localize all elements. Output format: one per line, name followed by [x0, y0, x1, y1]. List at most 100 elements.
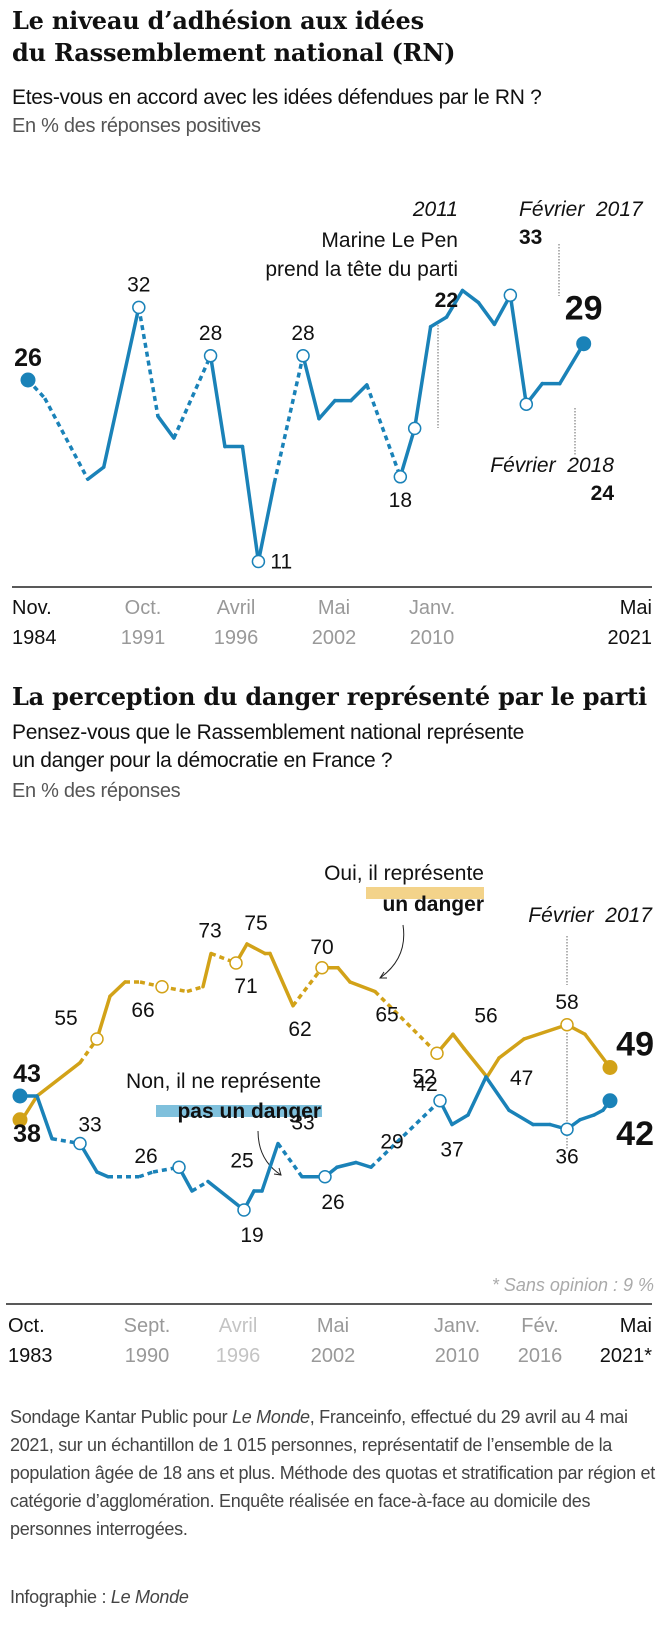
line-segment — [172, 355, 213, 439]
x-tick-month: Mai — [317, 1315, 349, 1337]
line-segment — [240, 444, 261, 564]
x-tick-year: 2010 — [435, 1345, 480, 1367]
data-point-open — [203, 349, 218, 363]
line-segment — [137, 307, 160, 417]
data-label: 28 — [199, 322, 222, 345]
x-tick-month: Mai — [620, 597, 652, 619]
x-tick-year: 2002 — [311, 1345, 356, 1367]
data-point-filled — [576, 336, 592, 352]
x-tick-year: 1996 — [214, 627, 259, 649]
line-segment — [444, 288, 465, 319]
oui-segment — [78, 1037, 99, 1064]
annot-2011-line2: prend la tête du parti — [265, 258, 458, 281]
oui-point-open — [315, 961, 329, 975]
source-note: Sondage Kantar Public pour Le Monde, Fra… — [10, 1403, 660, 1543]
x-tick-month: Fév. — [521, 1315, 558, 1337]
oui-segment — [291, 966, 324, 1007]
x-tick-month: Avril — [219, 1315, 258, 1337]
oui-segment — [95, 994, 112, 1041]
oui-segment — [485, 1056, 501, 1079]
chart2-feb2017: Février 2017 — [528, 904, 653, 927]
annot-2011-value: 22 — [435, 289, 458, 312]
data-point-filled — [20, 372, 36, 388]
annot-feb2018: Février 2018 — [490, 454, 614, 477]
data-label: 28 — [291, 322, 314, 345]
endpoint-label: 49 — [616, 1026, 654, 1064]
data-point-open — [296, 349, 310, 363]
data-label: 36 — [555, 1145, 578, 1168]
data-label: 18 — [389, 489, 412, 512]
data-label: 26 — [14, 344, 42, 372]
line-segment — [86, 465, 106, 481]
data-label: 26 — [321, 1191, 344, 1214]
credit: Infographie : Le Monde — [10, 1585, 189, 1609]
x-tick-month: Sept. — [124, 1315, 171, 1337]
data-point-open — [519, 397, 534, 411]
source-part1: Sondage Kantar Public pour — [10, 1407, 233, 1427]
x-tick-year: 1991 — [121, 627, 166, 649]
oui-point-open — [430, 1046, 444, 1060]
annot-feb2017: Février 2017 — [519, 198, 644, 221]
x-tick-year: 2016 — [518, 1345, 563, 1367]
non-arrow-head — [273, 1167, 282, 1176]
non-segment — [335, 1160, 358, 1169]
oui-segment — [373, 990, 439, 1055]
chart1-unit: En % des réponses positives — [12, 115, 261, 137]
data-label: 56 — [474, 1004, 497, 1027]
credit-prefix: Infographie : — [10, 1587, 111, 1607]
data-label: 25 — [230, 1150, 253, 1173]
oui-segment — [201, 951, 213, 989]
data-label: 52 — [412, 1065, 435, 1088]
line-segment — [317, 398, 337, 421]
line-segment — [398, 426, 417, 479]
line-segment — [156, 414, 176, 440]
non-segment — [95, 1170, 110, 1179]
non-segment — [354, 1160, 373, 1169]
line-segment — [256, 481, 277, 564]
oui-point-filled — [12, 1112, 28, 1128]
non-segment — [578, 1113, 596, 1122]
data-point-open — [251, 554, 266, 569]
oui-segment — [35, 1061, 82, 1098]
oui-point-open — [155, 980, 169, 994]
endpoint-label: 38 — [13, 1120, 41, 1148]
data-point-open — [503, 288, 518, 303]
non-segment — [260, 1141, 280, 1193]
endpoint-label: 42 — [616, 1115, 654, 1153]
non-point-open — [560, 1122, 574, 1136]
oui-segment — [245, 942, 267, 956]
non-label-line2: pas un danger — [177, 1100, 321, 1123]
data-label: 26 — [134, 1145, 157, 1168]
data-point-open — [407, 421, 422, 436]
oui-label-line2: un danger — [382, 893, 484, 916]
non-segment — [466, 1075, 488, 1117]
annot-2011-line1: Marine Le Pen — [321, 229, 458, 252]
chart2-question-line1: Pensez-vous que le Rassemblement nationa… — [12, 721, 525, 744]
non-label-highlight — [156, 1105, 322, 1117]
chart1-title-line1: Le niveau d’adhésion aux idées — [12, 6, 424, 35]
x-tick-month: Avril — [217, 597, 256, 619]
data-label: 71 — [234, 975, 257, 998]
line-segment — [365, 384, 402, 478]
line-segment — [412, 325, 433, 431]
non-segment — [206, 1179, 246, 1212]
oui-segment — [186, 985, 204, 994]
data-label: 58 — [555, 991, 578, 1014]
source-italic: Le Monde — [232, 1407, 310, 1427]
x-tick-month: Janv. — [409, 597, 455, 619]
x-tick-month: Oct. — [125, 597, 162, 619]
endpoint-label: 43 — [13, 1060, 41, 1088]
chart2-question-line2: un danger pour la démocratie en France ? — [12, 749, 393, 772]
oui-segment — [497, 1037, 526, 1060]
oui-segment — [336, 966, 352, 984]
data-label: 47 — [510, 1067, 533, 1090]
data-point-open — [393, 470, 408, 484]
data-label: 75 — [244, 912, 267, 935]
oui-segment — [348, 980, 377, 994]
line-segment — [460, 288, 481, 305]
non-segment — [276, 1142, 304, 1178]
non-arrow — [257, 1130, 282, 1176]
line-segment — [508, 293, 529, 406]
non-point-open — [73, 1136, 87, 1151]
data-label: 11 — [270, 551, 292, 574]
